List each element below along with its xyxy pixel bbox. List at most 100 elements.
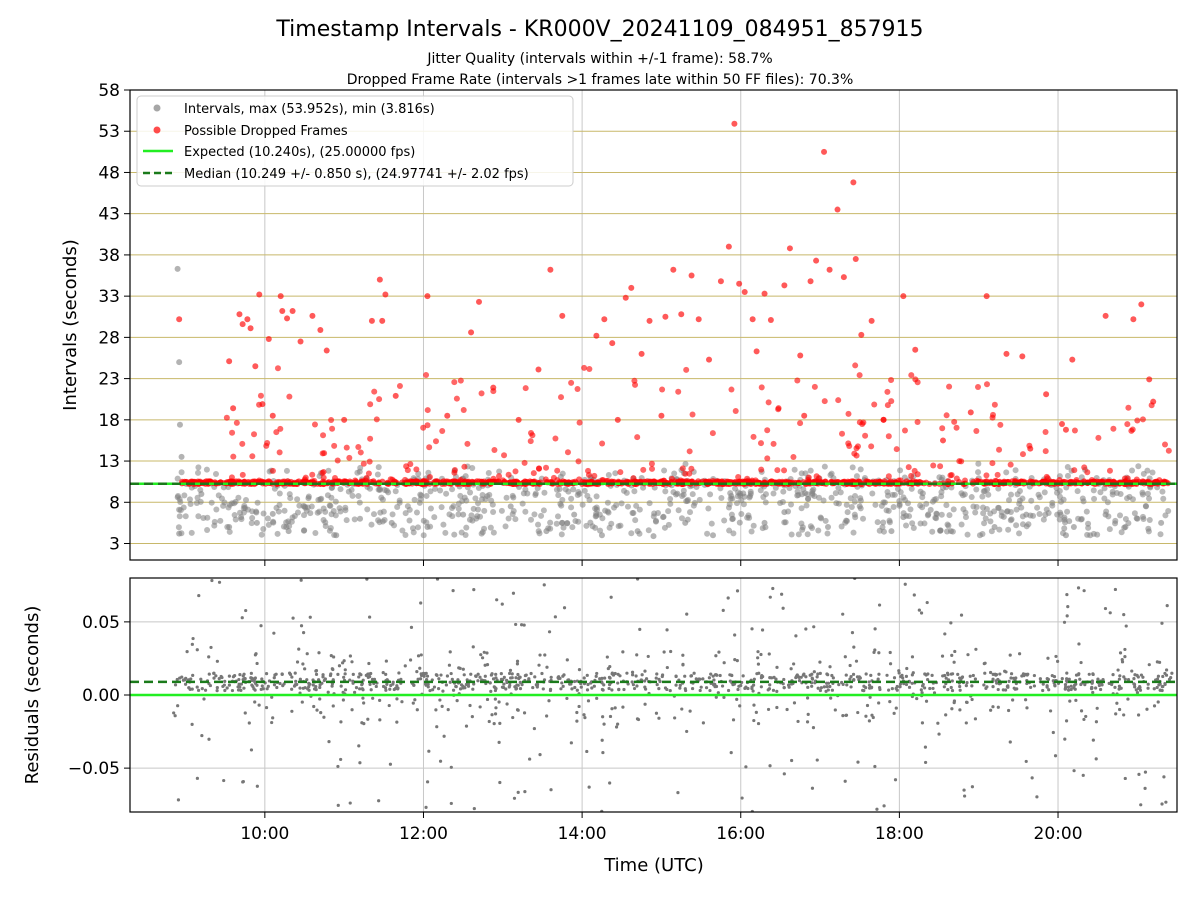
- dropped-frame-point: [404, 467, 411, 474]
- residual-point: [822, 685, 826, 689]
- residual-point: [362, 701, 366, 705]
- interval-point: [449, 486, 456, 493]
- residual-point: [904, 682, 909, 687]
- residual-point: [1122, 612, 1126, 617]
- interval-point: [337, 508, 344, 515]
- residual-point: [230, 688, 235, 693]
- dropped-frame-point: [868, 317, 875, 324]
- residual-point: [266, 684, 270, 688]
- residual-point: [431, 688, 435, 692]
- residual-point: [841, 612, 845, 616]
- interval-point: [950, 506, 957, 513]
- residual-point: [408, 658, 413, 662]
- residual-point: [508, 668, 513, 672]
- residual-point: [892, 676, 897, 680]
- dropped-frame-point: [392, 392, 399, 399]
- residual-point: [1118, 674, 1122, 678]
- residual-point: [489, 689, 493, 694]
- dropped-frame-point: [1124, 421, 1131, 428]
- residual-point: [330, 684, 334, 688]
- residual-point: [768, 764, 772, 768]
- residual-point: [898, 682, 903, 686]
- residual-point: [1063, 687, 1068, 691]
- residual-point: [621, 650, 625, 654]
- dropped-frame-point: [1019, 353, 1026, 360]
- residual-point: [1091, 672, 1095, 676]
- residual-point: [1126, 678, 1131, 682]
- interval-point: [368, 521, 375, 528]
- residual-point: [500, 685, 505, 689]
- residual-point: [950, 653, 954, 658]
- y-tick-label: 33: [98, 287, 120, 307]
- dropped-frame-point: [331, 442, 338, 449]
- residual-point: [707, 676, 711, 680]
- residual-point: [575, 710, 579, 715]
- interval-point: [554, 513, 561, 520]
- interval-point: [1144, 490, 1151, 497]
- residual-point: [223, 679, 227, 684]
- residual-point: [508, 683, 512, 687]
- residual-point: [561, 674, 565, 678]
- interval-point: [880, 519, 887, 526]
- residual-point: [1124, 624, 1128, 628]
- dropped-frame-point: [937, 463, 944, 470]
- residual-point: [726, 596, 730, 600]
- residual-point: [819, 686, 823, 690]
- residual-point: [813, 681, 817, 685]
- residual-point: [515, 659, 520, 663]
- residual-point: [387, 703, 391, 708]
- residual-point: [378, 718, 382, 722]
- residual-point: [801, 673, 805, 677]
- residual-point: [378, 698, 382, 702]
- residual-point: [518, 680, 522, 684]
- residual-point: [816, 686, 820, 690]
- interval-point: [402, 510, 409, 517]
- residual-point: [290, 709, 294, 713]
- residual-point: [956, 672, 960, 676]
- residual-point: [561, 684, 565, 688]
- interval-point: [670, 489, 677, 496]
- interval-point: [581, 487, 588, 494]
- residual-point: [1074, 698, 1078, 702]
- dropped-frame-point: [1019, 451, 1026, 458]
- residual-point: [787, 685, 791, 689]
- residual-point: [1087, 672, 1091, 676]
- dropped-frame-point: [858, 331, 865, 338]
- residual-point: [869, 673, 873, 678]
- residual-point: [973, 677, 978, 681]
- residual-point: [1162, 775, 1166, 779]
- residual-point: [867, 683, 872, 687]
- interval-point: [972, 509, 979, 516]
- dropped-frame-point: [811, 383, 818, 390]
- residual-point: [505, 702, 509, 706]
- residual-point: [878, 687, 882, 692]
- residual-point: [655, 672, 659, 676]
- residual-point: [212, 676, 216, 680]
- residual-point: [199, 677, 203, 681]
- residual-point: [683, 674, 687, 678]
- interval-point: [479, 529, 486, 536]
- residual-point: [351, 672, 355, 676]
- residual-point: [305, 678, 309, 682]
- dropped-frame-point: [389, 476, 396, 483]
- dropped-frame-point: [709, 430, 716, 437]
- residual-point: [797, 679, 802, 683]
- interval-point: [332, 498, 339, 505]
- interval-point: [924, 512, 931, 519]
- residual-point: [458, 687, 463, 691]
- residual-point: [812, 625, 816, 629]
- dropped-frame-point: [1133, 476, 1140, 483]
- residual-point: [456, 678, 460, 682]
- dropped-frame-point: [317, 326, 324, 333]
- residual-point: [930, 673, 934, 678]
- residual-point: [427, 749, 431, 753]
- interval-point: [791, 466, 798, 473]
- interval-point: [851, 498, 858, 505]
- dropped-frame-point: [367, 435, 374, 442]
- residual-point: [685, 729, 689, 734]
- residual-point: [368, 615, 372, 619]
- dropped-frame-point: [770, 440, 777, 447]
- residual-point: [1117, 687, 1121, 691]
- dropped-frame-point: [558, 394, 565, 401]
- residual-point: [479, 653, 483, 657]
